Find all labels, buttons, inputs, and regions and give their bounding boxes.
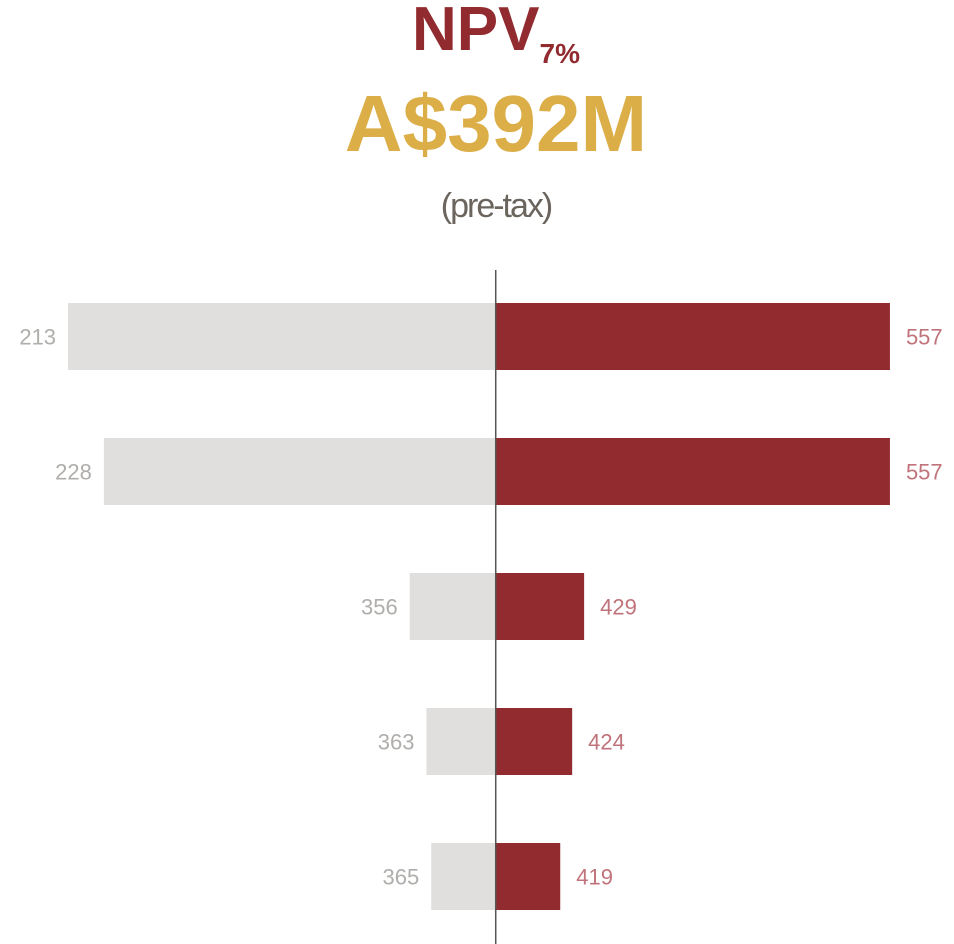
value-label: 213	[19, 324, 56, 349]
value-label: 363	[378, 729, 415, 754]
bar	[103, 438, 496, 505]
value-label: 557	[906, 459, 943, 484]
bar	[426, 708, 496, 775]
value-label: 424	[588, 729, 625, 754]
value-label: 429	[600, 594, 637, 619]
value-label: 365	[382, 864, 419, 889]
value-label: 557	[906, 324, 943, 349]
npv-value: A$392M	[345, 79, 647, 168]
value-label: 419	[576, 864, 613, 889]
note: (pre-tax)	[441, 187, 552, 225]
title-main: NPV	[412, 0, 539, 64]
bar	[495, 438, 890, 505]
value-label: 356	[361, 594, 398, 619]
bar	[495, 573, 585, 640]
bar	[495, 303, 890, 370]
bar	[495, 708, 573, 775]
bar	[68, 303, 496, 370]
bar	[409, 573, 496, 640]
title-subscript: 7%	[540, 38, 581, 69]
bar	[495, 843, 561, 910]
bar	[431, 843, 496, 910]
chart-title: NPV7%	[412, 0, 580, 69]
value-label: 228	[55, 459, 92, 484]
